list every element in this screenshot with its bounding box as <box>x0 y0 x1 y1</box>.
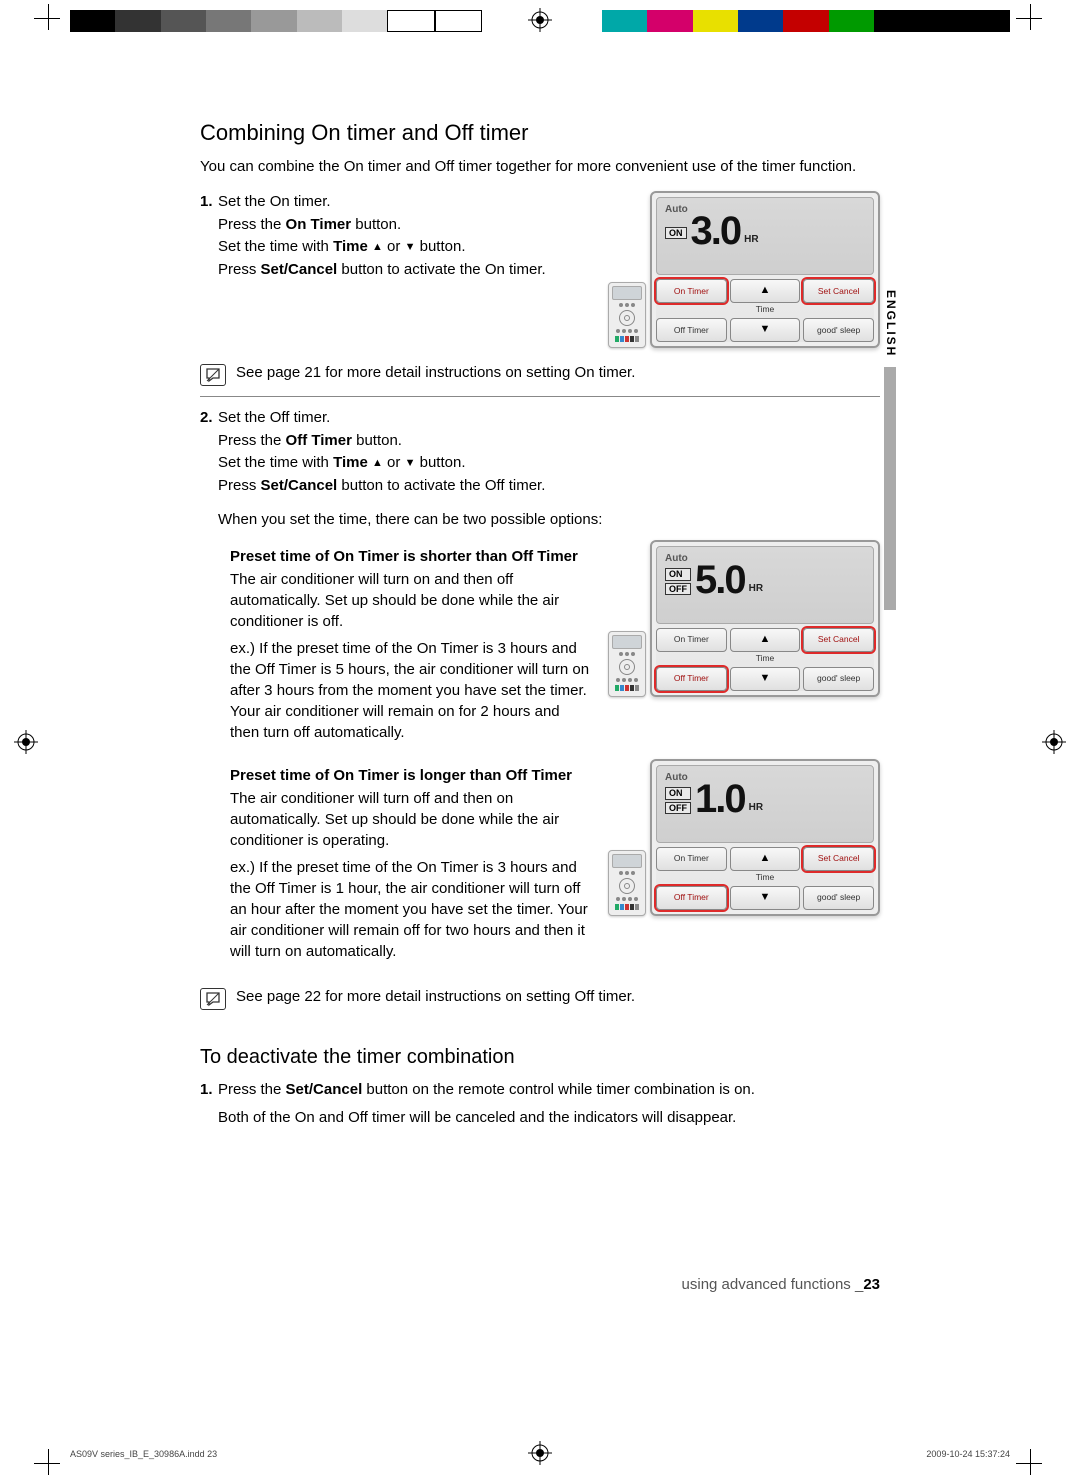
off-timer-button[interactable]: Off Timer <box>656 886 727 910</box>
time-up-button[interactable]: ▲ <box>730 279 801 303</box>
good-sleep-button[interactable]: good' sleep <box>803 886 874 910</box>
crop-mark-icon <box>1016 4 1046 34</box>
page-footer: using advanced functions _23 <box>682 1276 880 1293</box>
page-heading: Combining On timer and Off timer <box>200 120 880 146</box>
registration-mark-icon <box>528 1441 552 1465</box>
option-b-p1: The air conditioner will turn off and th… <box>230 788 590 851</box>
note-1: See page 21 for more detail instructions… <box>200 354 880 397</box>
remote-icon <box>608 631 646 697</box>
remote-icon <box>608 282 646 348</box>
crop-mark-icon <box>34 4 64 34</box>
language-label: ENGLISH <box>880 280 900 367</box>
good-sleep-button[interactable]: good' sleep <box>803 667 874 691</box>
language-tab: ENGLISH <box>880 280 900 610</box>
option-a-title: Preset time of On Timer is shorter than … <box>230 548 630 565</box>
set-cancel-button[interactable]: Set Cancel <box>803 279 874 303</box>
on-timer-button[interactable]: On Timer <box>656 628 727 652</box>
display-panel-2: Auto ON OFF 5.0 HR On Timer ▲ <box>650 540 880 697</box>
note-icon <box>200 364 226 386</box>
option-b-title: Preset time of On Timer is longer than O… <box>230 767 630 784</box>
print-meta-right: 2009-10-24 15:37:24 <box>926 1449 1010 1459</box>
time-down-button[interactable]: ▼ <box>730 318 801 342</box>
note-2: See page 22 for more detail instructions… <box>200 978 880 1020</box>
option-b-p2: ex.) If the preset time of the On Timer … <box>230 857 590 962</box>
options-intro: When you set the time, there can be two … <box>218 509 880 532</box>
display-panel-3: Auto ON OFF 1.0 HR On Timer ▲ <box>650 759 880 916</box>
off-timer-button[interactable]: Off Timer <box>656 318 727 342</box>
time-up-button[interactable]: ▲ <box>730 847 801 871</box>
deactivate-step: 1.Press the Set/Cancel button on the rem… <box>200 1079 880 1130</box>
time-down-button[interactable]: ▼ <box>730 667 801 691</box>
crop-mark-icon <box>1016 1449 1046 1479</box>
option-a-p2: ex.) If the preset time of the On Timer … <box>230 638 590 743</box>
good-sleep-button[interactable]: good' sleep <box>803 318 874 342</box>
note-icon <box>200 988 226 1010</box>
step-1: 1.Set the On timer. Press the On Timer b… <box>200 191 630 281</box>
print-meta-left: AS09V series_IB_E_30986A.indd 23 <box>70 1449 217 1459</box>
on-timer-button[interactable]: On Timer <box>656 279 727 303</box>
time-up-button[interactable]: ▲ <box>730 628 801 652</box>
remote-icon <box>608 850 646 916</box>
set-cancel-button[interactable]: Set Cancel <box>803 628 874 652</box>
off-timer-button[interactable]: Off Timer <box>656 667 727 691</box>
on-timer-button[interactable]: On Timer <box>656 847 727 871</box>
registration-mark-icon <box>14 730 38 754</box>
crop-mark-icon <box>34 1449 64 1479</box>
step-2: 2.Set the Off timer. Press the Off Timer… <box>200 407 880 497</box>
registration-mark-icon <box>1042 730 1066 754</box>
option-a-p1: The air conditioner will turn on and the… <box>230 569 590 632</box>
set-cancel-button[interactable]: Set Cancel <box>803 847 874 871</box>
intro-text: You can combine the On timer and Off tim… <box>200 156 880 177</box>
time-down-button[interactable]: ▼ <box>730 886 801 910</box>
subheading-deactivate: To deactivate the timer combination <box>200 1046 880 1069</box>
display-panel-1: Auto ON 3.0 HR On Timer ▲ Set Cancel <box>650 191 880 348</box>
registration-mark-icon <box>528 8 552 32</box>
